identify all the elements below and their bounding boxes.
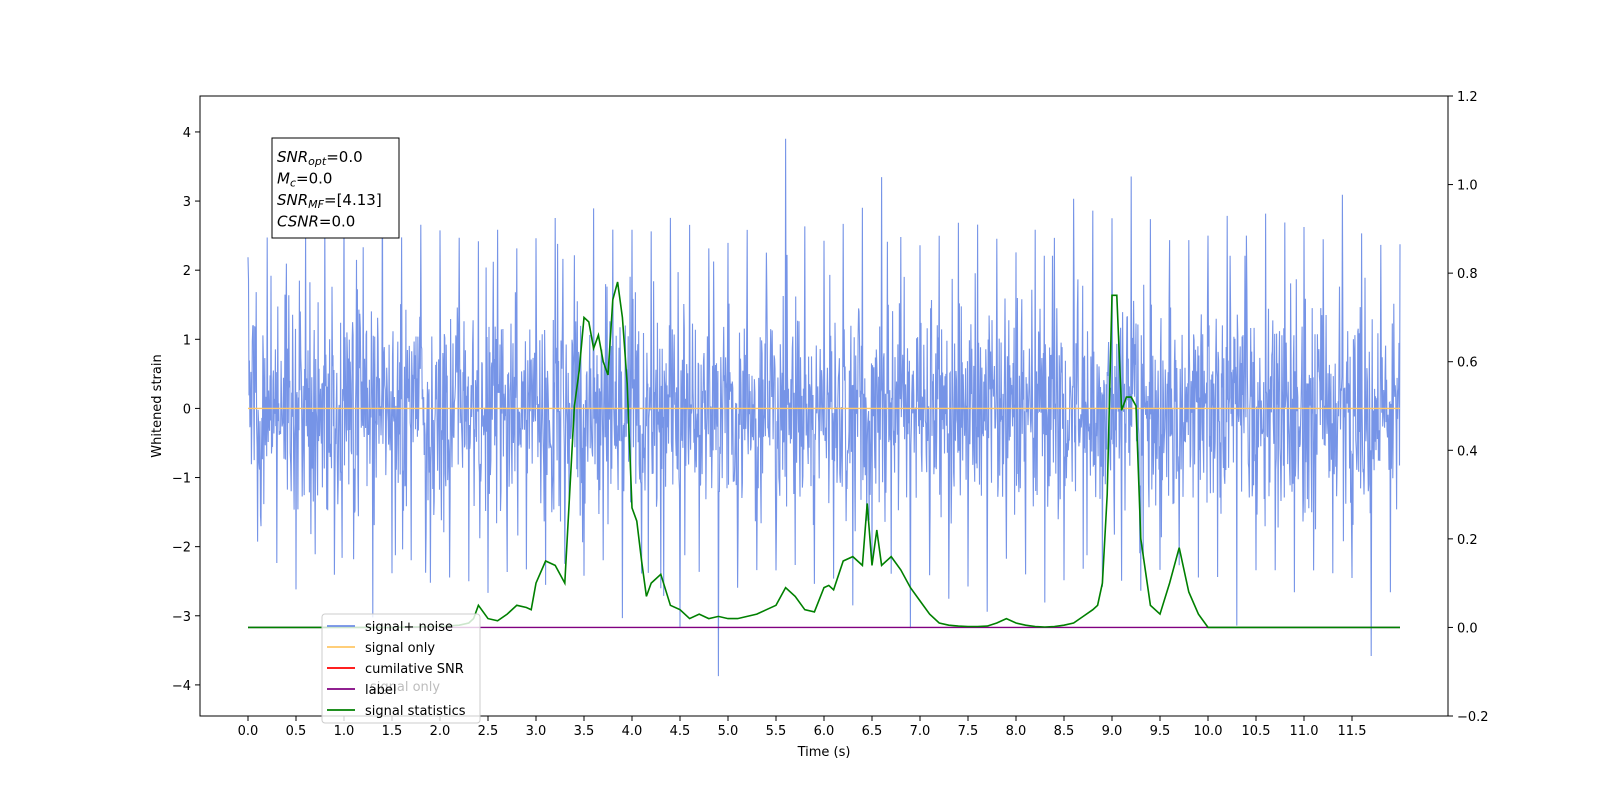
x-tick-label: 6.0: [814, 724, 835, 739]
stats-line: CSNR=0.0: [277, 213, 355, 231]
x-tick-label: 10.5: [1242, 724, 1271, 739]
legend: signal only signal+ noise signal only cumil…: [321, 613, 481, 724]
stats-line: SNRMF=[4.13]: [277, 191, 382, 211]
legend-label: signal only: [365, 641, 435, 656]
x-tick-label: 2.0: [430, 724, 451, 739]
y2-tick-label: 0.6: [1457, 356, 1478, 371]
stats-line: Mc=0.0: [277, 170, 332, 190]
y2-tick-label: 0.8: [1457, 267, 1478, 282]
y2-tick-label: 0.4: [1457, 444, 1478, 459]
y-tick-label: −2: [172, 541, 191, 556]
x-tick-label: 0.5: [286, 724, 307, 739]
x-tick-label: 1.0: [334, 724, 355, 739]
y-tick-label: −1: [172, 472, 191, 487]
y-tick-label: 2: [183, 264, 191, 279]
legend-label: cumilative SNR: [365, 662, 464, 677]
x-tick-label: 11.5: [1338, 724, 1367, 739]
x-tick-label: 7.0: [910, 724, 931, 739]
x-tick-label: 8.5: [1054, 724, 1075, 739]
x-tick-label: 6.5: [862, 724, 883, 739]
y-tick-label: −4: [172, 679, 191, 694]
y-tick-label: 4: [183, 126, 191, 141]
x-tick-label: 10.0: [1194, 724, 1223, 739]
series-signal-noise: [247, 138, 1401, 677]
legend-label: signal+ noise: [365, 620, 453, 635]
x-tick-label: 1.5: [382, 724, 403, 739]
y-axis-title: Whitened strain: [150, 354, 165, 457]
y-tick-label: 3: [183, 195, 191, 210]
y-tick-label: 1: [183, 333, 191, 348]
y-tick-label: 0: [183, 402, 191, 417]
x-tick-label: 9.0: [1102, 724, 1123, 739]
x-tick-label: 4.5: [670, 724, 691, 739]
stats-line: SNRopt=0.0: [277, 148, 363, 168]
legend-frame: [321, 613, 481, 724]
y2-tick-label: 1.2: [1457, 90, 1478, 105]
y2-tick-label: 1.0: [1457, 179, 1478, 194]
legend-label: label: [365, 683, 396, 698]
legend-label: signal statistics: [365, 704, 466, 719]
legend-ghost-text: signal only: [370, 680, 440, 695]
y2-tick-label: 0.2: [1457, 533, 1478, 548]
y2-tick-label: 0.0: [1457, 621, 1478, 636]
y-tick-label: −3: [172, 610, 191, 625]
x-tick-label: 5.0: [718, 724, 739, 739]
x-axis-title: Time (s): [797, 745, 851, 760]
x-tick-label: 2.5: [478, 724, 499, 739]
series-layer: [247, 138, 1401, 677]
x-tick-label: 3.0: [526, 724, 547, 739]
x-tick-label: 11.0: [1290, 724, 1319, 739]
x-tick-label: 5.5: [766, 724, 787, 739]
x-tick-label: 0.0: [238, 724, 259, 739]
axes-layer: 0.0 0.5 1.0 1.5 2.0 2.5 3.0 3.5 4.0 4.5 5.0 5.5 6.0 6…: [172, 90, 1489, 739]
stats-frame: [271, 137, 400, 239]
series-signal-statistics: [248, 281, 1400, 629]
x-tick-label: 9.5: [1150, 724, 1171, 739]
y2-tick-label: −0.2: [1457, 710, 1489, 725]
x-tick-label: 7.5: [958, 724, 979, 739]
x-tick-label: 8.0: [1006, 724, 1027, 739]
x-tick-label: 4.0: [622, 724, 643, 739]
x-tick-label: 3.5: [574, 724, 595, 739]
